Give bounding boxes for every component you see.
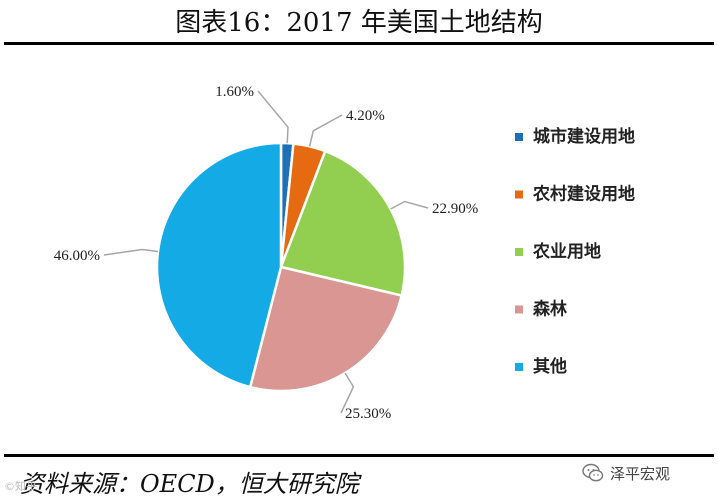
leader-line-2 bbox=[308, 114, 343, 147]
leader-line-5 bbox=[103, 248, 159, 256]
data-label-1: 1.60% bbox=[215, 84, 254, 100]
legend-swatch-5 bbox=[515, 363, 523, 371]
watermark-faint-text: ©知乎 bbox=[4, 480, 37, 493]
leader-line-4 bbox=[340, 372, 355, 414]
legend-label-2: 农村建设用地 bbox=[532, 184, 635, 205]
data-label-3: 22.90% bbox=[432, 201, 478, 217]
leader-line-3 bbox=[390, 200, 429, 210]
source-note: 资料来源：OECD，恒大研究院 bbox=[20, 470, 359, 498]
legend-label-1: 城市建设用地 bbox=[533, 126, 635, 147]
wechat-icon bbox=[582, 463, 604, 482]
data-label-2: 4.20% bbox=[346, 108, 385, 124]
legend-swatch-2 bbox=[515, 190, 523, 199]
leader-line-1 bbox=[257, 90, 289, 144]
chart-title: 图表16：2017 年美国土地结构 bbox=[175, 8, 543, 38]
top-divider bbox=[4, 42, 714, 45]
pie-slice-5 bbox=[155, 141, 283, 389]
legend-swatch-3 bbox=[515, 248, 523, 256]
data-label-4: 25.30% bbox=[345, 406, 391, 422]
legend-swatch-1 bbox=[515, 133, 523, 141]
legend-swatch-4 bbox=[515, 305, 523, 314]
watermark-label: 泽平宏观 bbox=[610, 464, 671, 483]
legend-label-4: 森林 bbox=[533, 299, 567, 320]
legend-label-3: 农业用地 bbox=[532, 241, 601, 262]
watermark: 泽平宏观 bbox=[582, 462, 670, 484]
legend-label-5: 其他 bbox=[533, 356, 567, 377]
data-label-5: 46.00% bbox=[54, 248, 100, 264]
bottom-divider bbox=[4, 454, 714, 457]
